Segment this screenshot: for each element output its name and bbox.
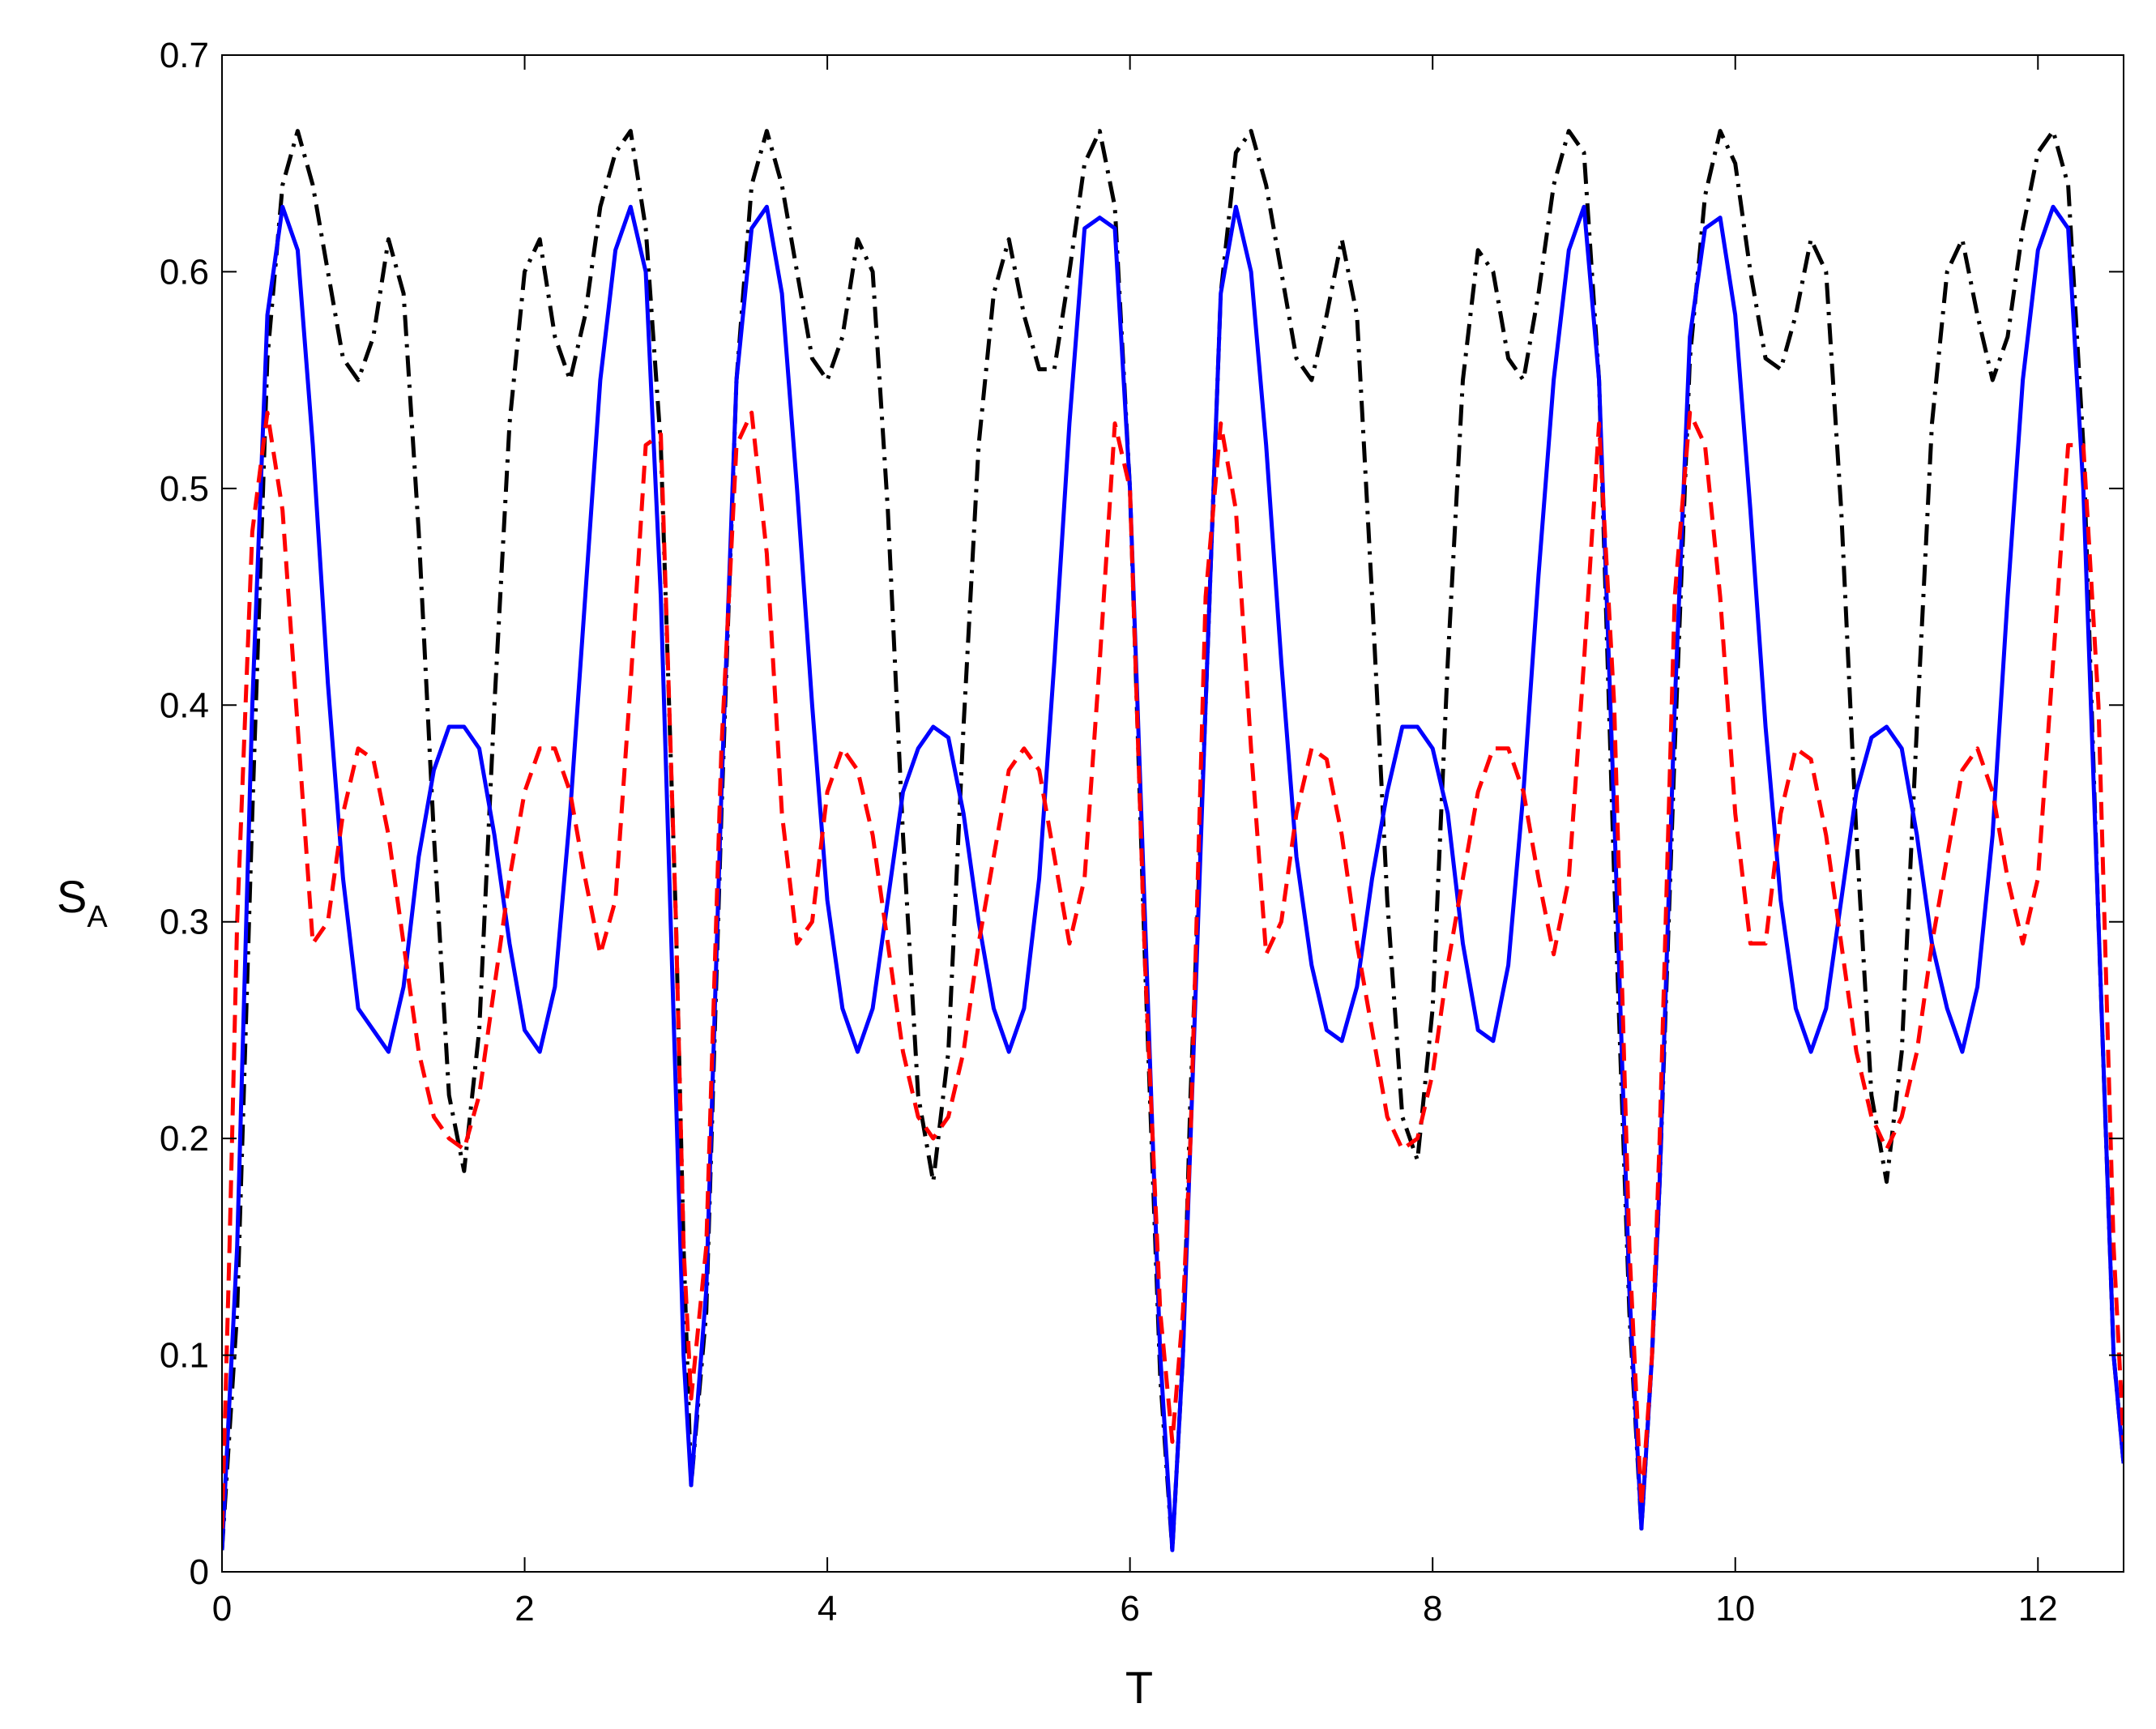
y-tick-labels: 0 0.1 0.2 0.3 0.4 0.5 0.6 0.7 [160,36,209,1592]
x-tick-labels: 0 2 4 6 8 10 12 [212,1589,2058,1629]
series-line-solid [222,204,2124,1552]
series-layer [222,129,2124,1552]
y-tick-label: 0.7 [160,36,209,75]
y-tick-label: 0.1 [160,1336,209,1376]
x-tick-label: 8 [1423,1589,1442,1629]
y-tick-label: 0.5 [160,469,209,509]
y-axis-label-subscript: A [87,900,108,934]
y-axis-label: SA [57,871,108,934]
y-tick-label: 0.3 [160,903,209,942]
x-tick-label: 0 [212,1589,232,1629]
x-axis-label: T [1125,1662,1153,1713]
tick-marks [221,54,2124,1573]
x-tick-label: 4 [818,1589,837,1629]
plot-frame [221,54,2124,1573]
x-tick-label: 10 [1715,1589,1755,1629]
x-tick-label: 2 [514,1589,534,1629]
x-tick-label: 12 [2018,1589,2058,1629]
y-tick-label: 0.2 [160,1119,209,1159]
y-tick-label: 0.6 [160,252,209,292]
x-tick-label: 6 [1120,1589,1139,1629]
y-tick-label: 0 [190,1552,209,1592]
y-tick-label: 0.4 [160,685,209,725]
y-axis-label-main: S [57,871,87,922]
series-line-dashed [222,410,2124,1529]
